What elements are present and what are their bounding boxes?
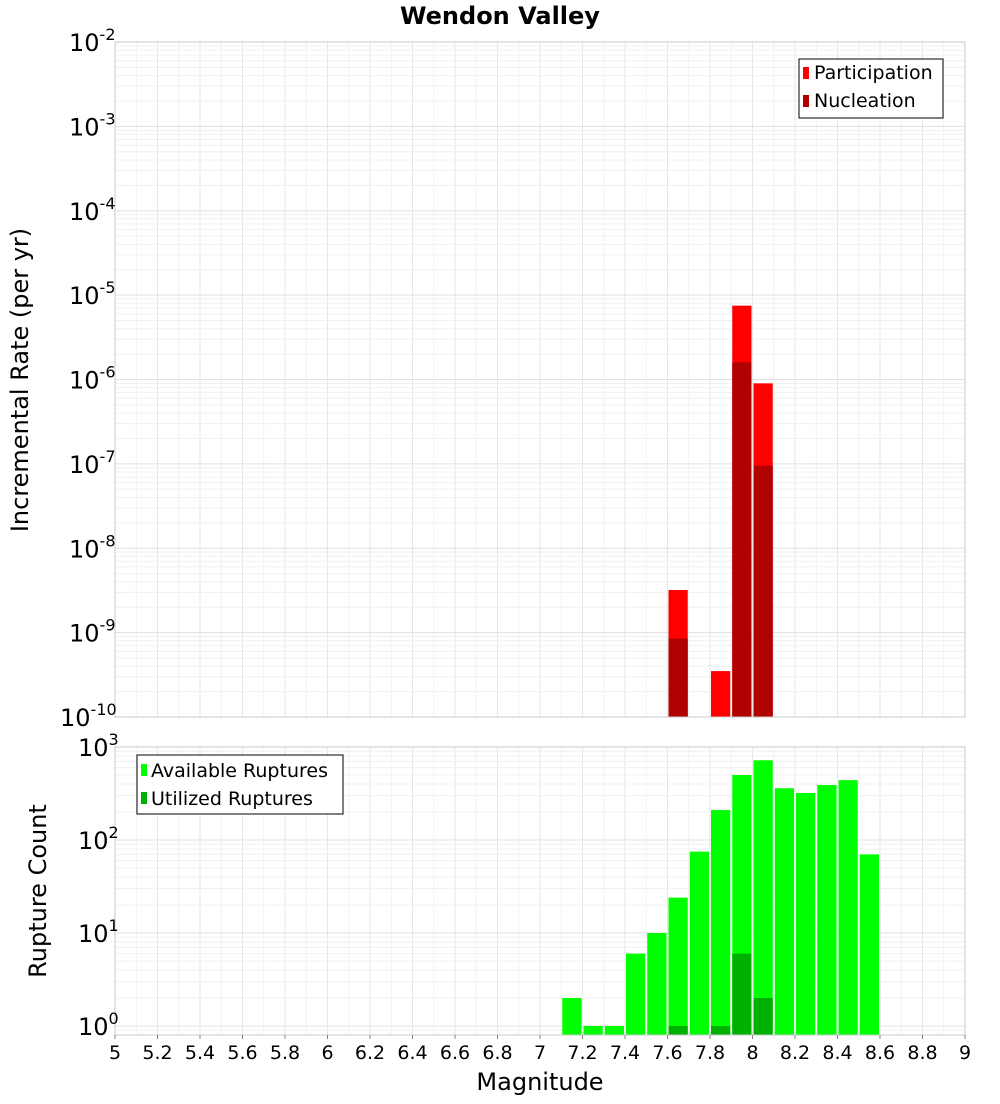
legend-swatch-utilized [141,792,147,804]
bottom-legend: Available Ruptures Utilized Ruptures [136,754,344,815]
rate-bar-nucleation [753,465,773,717]
count-bar-utilized-ruptures [711,1025,731,1035]
count-bar-available-ruptures [859,854,879,1035]
rate-bar-nucleation [668,638,688,717]
legend-swatch-nucleation [803,95,809,107]
y-tick-label: 10-4 [69,194,116,226]
count-bar-available-ruptures [626,953,646,1035]
y-tick-label: 10-2 [69,25,116,57]
count-bar-available-ruptures [562,997,582,1035]
x-tick-label: 8 [746,1042,758,1064]
y-tick-label: 10-5 [69,278,116,310]
x-tick-label: 5.8 [270,1042,300,1064]
y-tick-label: 10-8 [69,531,116,563]
x-tick-label: 5.4 [185,1042,215,1064]
count-bar-available-ruptures [817,785,837,1035]
x-tick-label: 7.8 [695,1042,725,1064]
y-tick-label: 10-9 [69,616,116,648]
bottom-plot-bars [562,760,879,1035]
y-tick-label: 10-10 [60,700,117,732]
legend-label-participation: Participation [814,62,933,84]
x-tick-label: 5.6 [227,1042,257,1064]
x-tick-label: 9 [959,1042,971,1064]
x-tick-label: 6.8 [482,1042,512,1064]
y-tick-label: 10-3 [69,109,116,141]
x-tick-label: 7.6 [652,1042,682,1064]
count-bar-available-ruptures [604,1025,624,1035]
top-plot-frame [114,41,966,718]
legend-label-available: Available Ruptures [151,760,328,782]
y-tick-label: 10-6 [69,363,116,395]
x-tick-label: 6.4 [397,1042,427,1064]
x-tick-label: 7.2 [567,1042,597,1064]
legend-label-utilized: Utilized Ruptures [151,788,313,810]
top-y-axis-label: Incremental Rate (per yr) [6,228,34,532]
count-bar-available-ruptures [689,851,709,1035]
count-bar-utilized-ruptures [668,1025,688,1035]
x-tick-label: 7 [534,1042,546,1064]
x-tick-label: 8.2 [780,1042,810,1064]
x-tick-label: 6 [321,1042,333,1064]
y-tick-label: 100 [78,1009,119,1041]
x-tick-label: 6.6 [440,1042,470,1064]
y-tick-label: 10-7 [69,447,116,479]
x-axis-label: Magnitude [476,1068,603,1096]
chart-title: Wendon Valley [400,2,600,30]
count-bar-available-ruptures [838,780,858,1035]
x-tick-label: 5 [109,1042,121,1064]
top-plot-bars [668,305,773,717]
count-bar-available-ruptures [668,897,688,1035]
count-bar-available-ruptures [753,760,773,1035]
count-bar-available-ruptures [796,793,816,1035]
top-legend: Participation Nucleation [798,58,944,119]
count-bar-utilized-ruptures [732,953,752,1035]
x-tick-label: 5.2 [142,1042,172,1064]
y-tick-label: 103 [78,730,119,762]
count-bar-utilized-ruptures [753,997,773,1035]
count-bar-available-ruptures [583,1025,603,1035]
legend-swatch-available [141,764,147,776]
top-plot-grid [114,41,966,718]
legend-label-nucleation: Nucleation [814,90,916,112]
count-bar-available-ruptures [711,810,731,1035]
count-bar-available-ruptures [647,932,667,1035]
top-legend-box [798,58,944,119]
y-tick-label: 102 [78,823,119,855]
count-bar-available-ruptures [774,788,794,1035]
rate-bar-nucleation [732,362,752,717]
y-tick-label: 101 [78,916,119,948]
x-tick-label: 8.6 [865,1042,895,1064]
x-tick-label: 6.2 [355,1042,385,1064]
rate-bar-participation [711,671,731,717]
top-y-ticks: 10-10 10-9 10-8 10-7 10-6 10-5 10-4 10-3 10-2 [60,25,117,732]
legend-swatch-participation [803,67,809,79]
bottom-legend-box [136,754,344,815]
x-tick-label: 7.4 [610,1042,640,1064]
x-ticks: 5 5.2 5.4 5.6 5.8 6 6.2 6.4 6.6 6.8 7 7.2 7.4 7.6 7.8 8… [109,1035,971,1064]
bottom-y-ticks: 100 101 102 103 [78,730,119,1041]
bottom-y-axis-label: Rupture Count [24,804,52,978]
x-tick-label: 8.8 [907,1042,937,1064]
x-tick-label: 8.4 [822,1042,852,1064]
